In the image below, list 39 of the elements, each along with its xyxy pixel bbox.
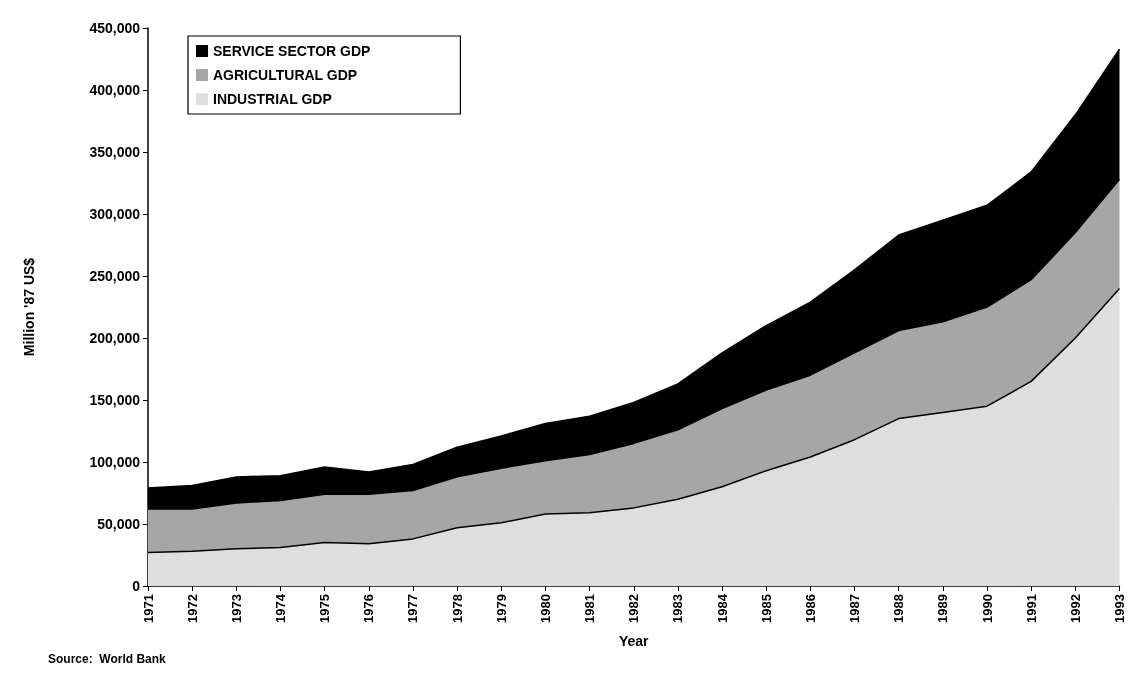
- y-tick-label: 450,000: [89, 20, 141, 36]
- legend-label: SERVICE SECTOR GDP: [213, 43, 371, 59]
- x-tick-label: 1985: [758, 594, 774, 623]
- x-tick-label: 1974: [272, 593, 288, 623]
- x-axis-title: Year: [618, 633, 650, 649]
- x-tick-label: 1972: [184, 594, 200, 623]
- x-tick-label: 1984: [714, 593, 730, 623]
- y-tick-label: 50,000: [97, 516, 141, 532]
- x-tick-label: 1991: [1023, 594, 1039, 623]
- y-tick-label: 400,000: [89, 82, 141, 98]
- legend-label: AGRICULTURAL GDP: [213, 67, 358, 83]
- x-tick-label: 1992: [1067, 594, 1083, 623]
- x-tick-label: 1993: [1112, 594, 1127, 623]
- x-tick-label: 1971: [140, 594, 156, 623]
- y-tick-label: 100,000: [89, 454, 141, 470]
- y-tick-label: 250,000: [89, 268, 141, 284]
- x-tick-label: 1982: [626, 594, 642, 623]
- x-tick-label: 1981: [582, 594, 598, 623]
- y-tick-label: 300,000: [89, 206, 141, 222]
- x-tick-label: 1977: [405, 594, 421, 623]
- y-tick-label: 150,000: [89, 392, 141, 408]
- x-tick-label: 1978: [449, 594, 465, 623]
- x-tick-label: 1988: [891, 594, 907, 623]
- y-axis-title: Million '87 US$: [21, 257, 37, 357]
- x-tick-label: 1975: [317, 594, 333, 623]
- x-tick-label: 1976: [361, 594, 377, 623]
- x-tick-label: 1986: [802, 594, 818, 623]
- source-note: Source: World Bank: [48, 652, 167, 666]
- y-tick-label: 350,000: [89, 144, 141, 160]
- x-tick-label: 1990: [979, 594, 995, 623]
- x-tick-label: 1979: [493, 594, 509, 623]
- y-tick-label: 200,000: [89, 330, 141, 346]
- y-tick-label: 0: [132, 578, 141, 594]
- x-tick-label: 1980: [537, 594, 553, 623]
- x-tick-label: 1983: [670, 594, 686, 623]
- legend-label: INDUSTRIAL GDP: [213, 91, 332, 107]
- x-tick-label: 1989: [935, 594, 951, 623]
- x-tick-label: 1973: [228, 594, 244, 623]
- x-tick-label: 1987: [847, 594, 863, 623]
